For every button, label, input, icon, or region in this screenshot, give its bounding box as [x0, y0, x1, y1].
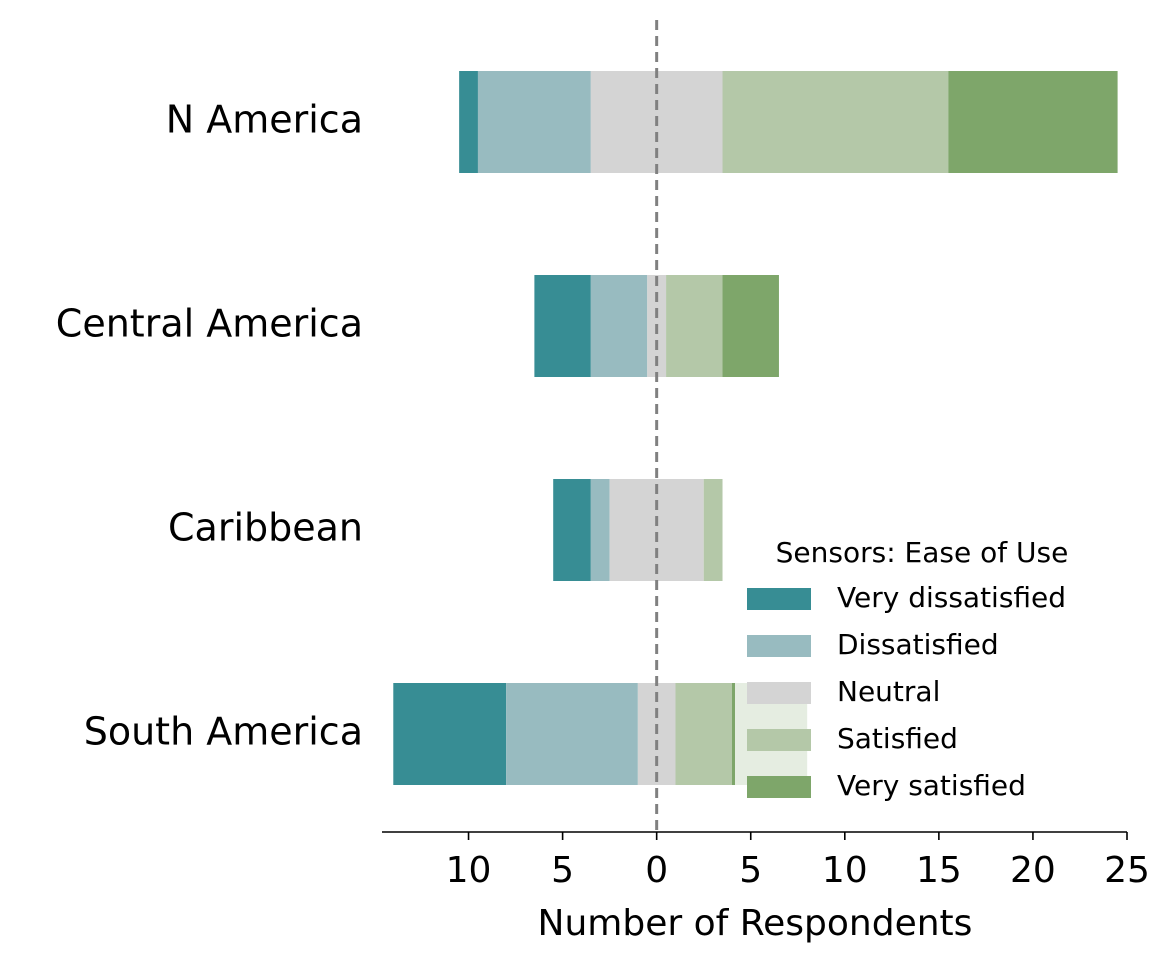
bar-segment [506, 683, 638, 785]
y-tick-label: N America [166, 98, 363, 142]
legend-box [735, 527, 1110, 812]
x-tick-label: 15 [916, 850, 962, 891]
x-tick-label: 25 [1104, 850, 1150, 891]
bar-segment [948, 71, 1118, 173]
x-tick-label: 5 [739, 850, 762, 891]
bar-segment [393, 683, 507, 785]
x-tick-label: 10 [822, 850, 868, 891]
x-tick-label: 10 [446, 850, 492, 891]
legend-title: Sensors: Ease of Use [776, 536, 1069, 569]
legend-label: Dissatisfied [837, 628, 999, 661]
legend: Sensors: Ease of Use Very dissatisfied Dis… [735, 527, 1110, 812]
x-axis-label: Number of Respondents [538, 903, 973, 944]
legend-label: Satisfied [837, 722, 958, 755]
y-tick-label: Caribbean [168, 506, 363, 550]
bar-segment [722, 71, 949, 173]
x-tick-label: 0 [645, 850, 668, 891]
legend-swatch [747, 635, 811, 657]
bar-segment [703, 479, 723, 581]
x-tick-label: 20 [1010, 850, 1056, 891]
bar-segment [590, 479, 610, 581]
legend-swatch [747, 588, 811, 610]
bar-segment [553, 479, 591, 581]
bar-segment [590, 275, 648, 377]
bar-segment [459, 71, 478, 173]
bar-segment [722, 275, 779, 377]
bar-segment [534, 275, 591, 377]
bar-segment [675, 683, 732, 785]
legend-label: Neutral [837, 675, 940, 708]
y-tick-label: South America [84, 710, 363, 754]
bar-segment [477, 71, 591, 173]
legend-swatch [747, 682, 811, 704]
legend-label: Very dissatisfied [837, 581, 1066, 614]
legend-swatch [747, 776, 811, 798]
legend-label: Very satisfied [837, 769, 1026, 802]
legend-swatch [747, 729, 811, 751]
bar-segment [666, 275, 723, 377]
x-tick-label: 5 [551, 850, 574, 891]
y-tick-label: Central America [56, 302, 363, 346]
